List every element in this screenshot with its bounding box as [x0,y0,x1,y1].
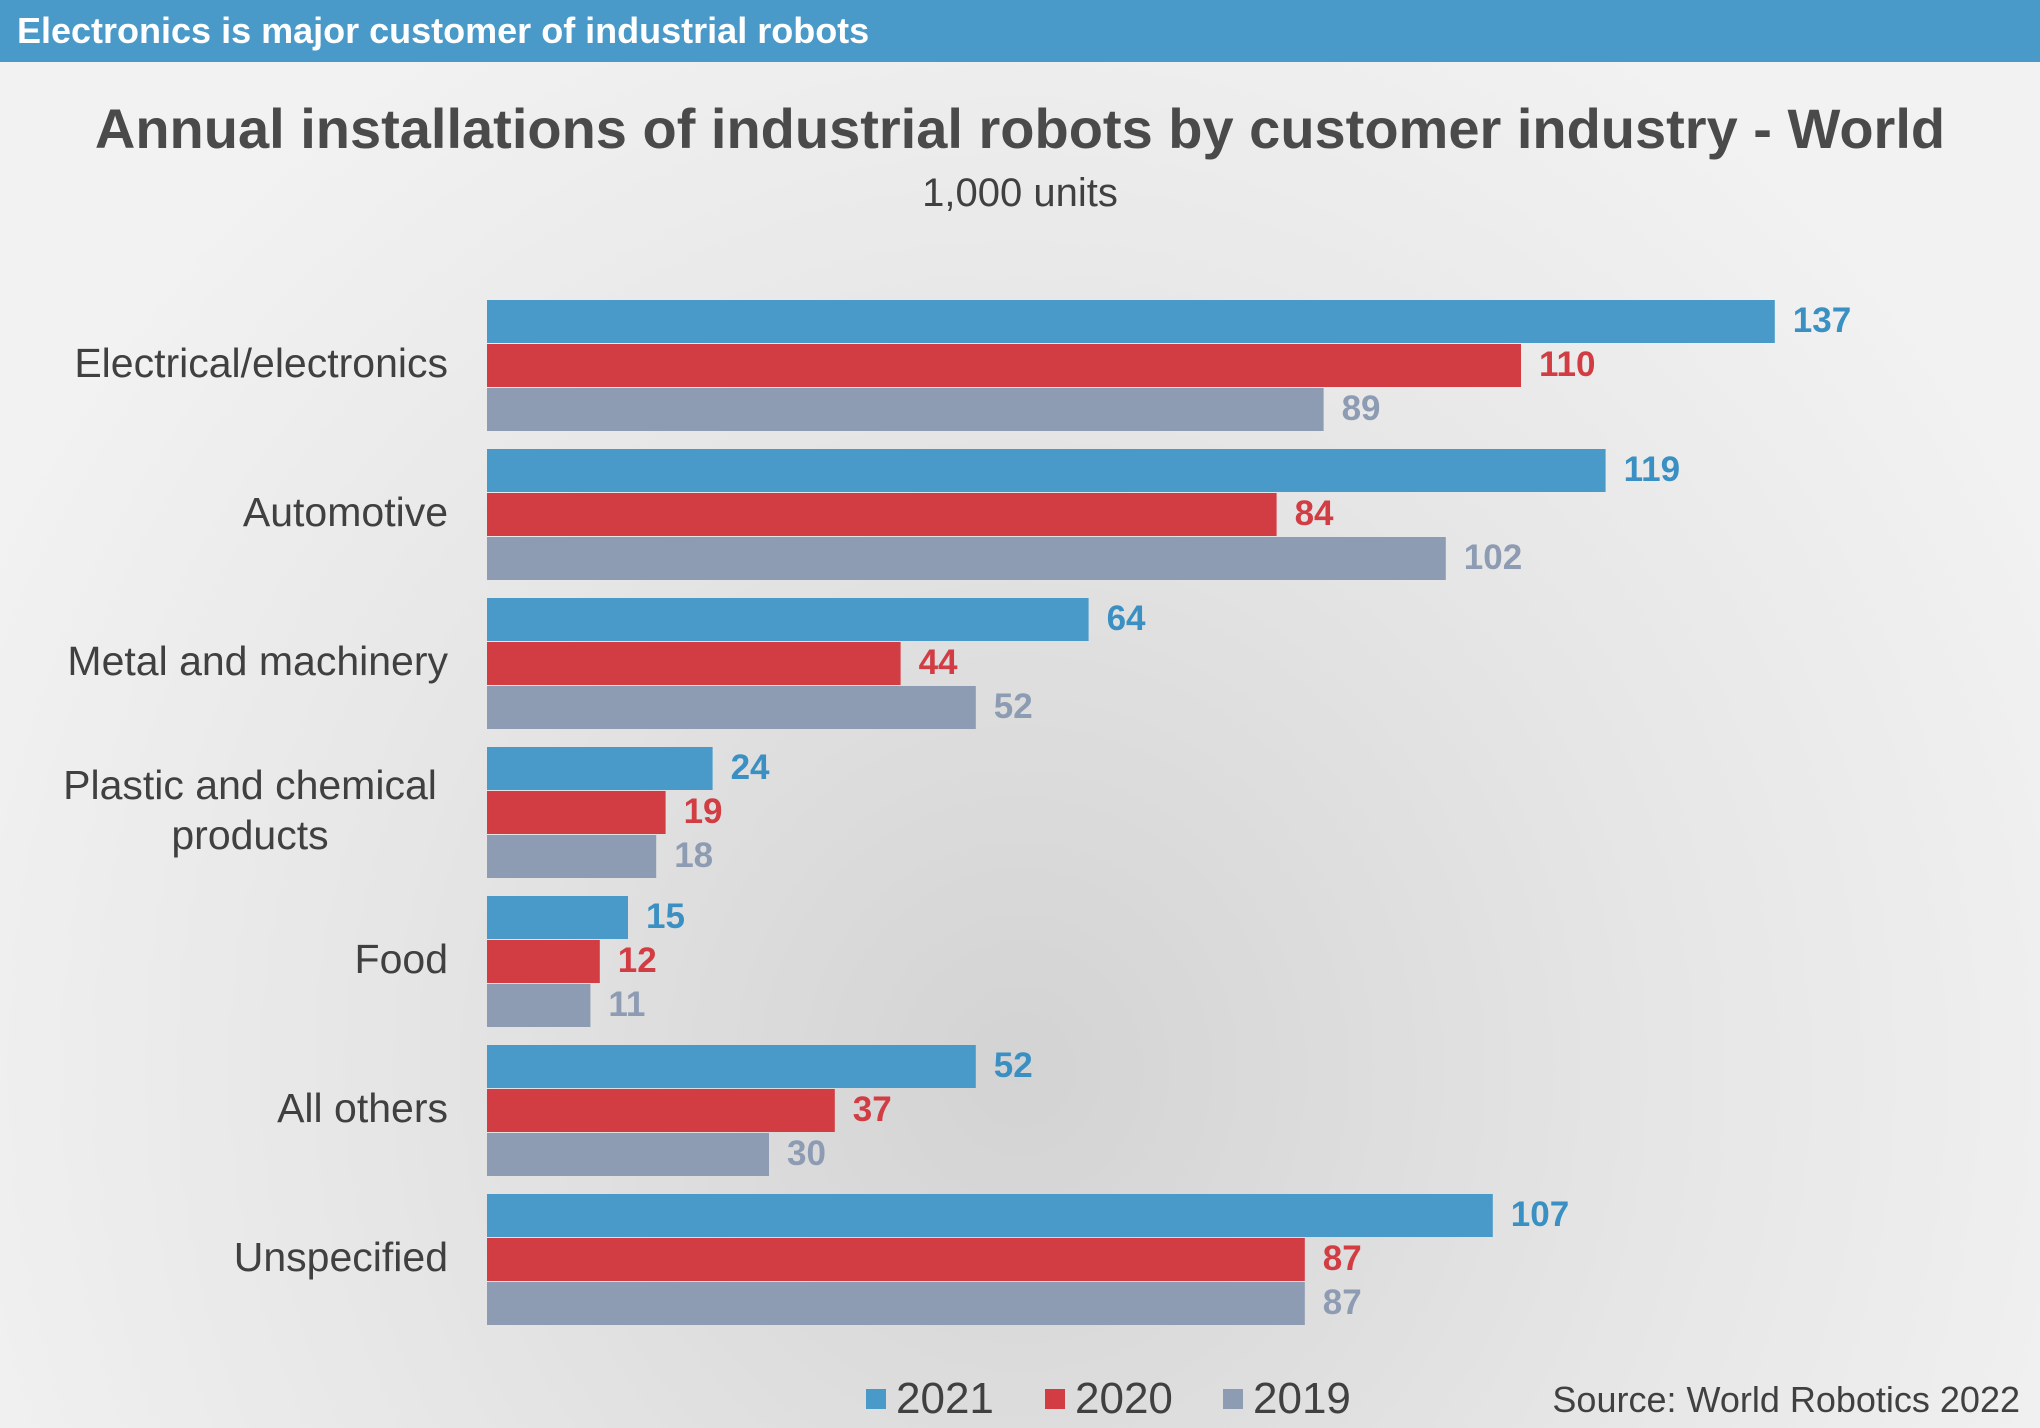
bar-unspecified-2019 [487,1282,1305,1325]
data-label-all-others-2019: 30 [787,1134,826,1173]
bar-food-2019 [487,984,591,1027]
data-label-metal-and-machinery-2019: 52 [994,687,1033,726]
category-label-plastic-and-chemical-products: Plastic and chemical products [63,762,437,858]
data-label-automotive-2019: 102 [1464,538,1522,577]
data-label-electrical-electronics-2021: 137 [1793,301,1851,340]
bar-food-2020 [487,940,600,983]
bar-automotive-2019 [487,537,1446,580]
bar-automotive-2021 [487,449,1606,492]
bar-automotive-2020 [487,493,1277,536]
legend-swatch-2020 [1045,1389,1065,1409]
data-label-electrical-electronics-2019: 89 [1342,389,1381,428]
legend-item-2020: 2020 [1045,1374,1173,1423]
data-label-food-2019: 11 [608,985,645,1024]
category-label-all-others: All others [277,1085,448,1131]
data-label-metal-and-machinery-2021: 64 [1107,599,1146,638]
bar-food-2021 [487,896,628,939]
bar-unspecified-2020 [487,1238,1305,1281]
data-label-plastic-and-chemical-products-2019: 18 [674,836,713,875]
data-label-automotive-2021: 119 [1624,450,1680,489]
data-label-unspecified-2020: 87 [1323,1239,1362,1278]
legend-swatch-2021 [866,1389,886,1409]
bar-marks [487,300,1775,1325]
bar-electrical-electronics-2021 [487,300,1775,343]
bar-plastic-and-chemical-products-2019 [487,835,657,878]
bar-metal-and-machinery-2021 [487,598,1089,641]
legend-swatch-2019 [1223,1389,1243,1409]
data-label-metal-and-machinery-2020: 44 [919,643,958,682]
bar-chart: Electrical/electronics Automotive Metal an… [63,300,1851,1325]
bar-all-others-2021 [487,1045,976,1088]
legend-label-2021: 2021 [896,1374,994,1423]
data-label-all-others-2020: 37 [853,1090,892,1129]
category-label-food: Food [355,936,448,982]
bar-all-others-2019 [487,1133,769,1176]
category-label-metal-and-machinery: Metal and machinery [67,638,448,684]
data-label-unspecified-2021: 107 [1511,1195,1569,1234]
chart-title: Annual installations of industrial robot… [94,97,1946,160]
legend-item-2019: 2019 [1223,1374,1351,1423]
chart-subtitle: 1,000 units [922,171,1118,215]
data-label-plastic-and-chemical-products-2020: 19 [684,792,723,831]
source-note: Source: World Robotics 2022 [1552,1379,2020,1420]
data-label-food-2021: 15 [646,897,685,936]
header-banner: Electronics is major customer of industr… [0,0,2040,62]
legend-item-2021: 2021 [866,1374,994,1423]
bar-plastic-and-chemical-products-2021 [487,747,713,790]
data-label-plastic-and-chemical-products-2021: 24 [731,748,770,787]
bar-metal-and-machinery-2020 [487,642,901,685]
legend-label-2019: 2019 [1253,1374,1351,1423]
data-label-unspecified-2019: 87 [1323,1283,1362,1322]
data-label-electrical-electronics-2020: 110 [1539,345,1595,384]
banner-title: Electronics is major customer of industr… [17,10,870,51]
data-label-food-2020: 12 [618,941,657,980]
bar-metal-and-machinery-2019 [487,686,976,729]
data-label-all-others-2021: 52 [994,1046,1033,1085]
category-label-automotive: Automotive [243,489,448,535]
category-label-unspecified: Unspecified [234,1234,448,1280]
category-label-electrical-electronics: Electrical/electronics [74,340,448,386]
data-label-automotive-2020: 84 [1295,494,1334,533]
bar-plastic-and-chemical-products-2020 [487,791,666,834]
legend-label-2020: 2020 [1075,1374,1173,1423]
bar-all-others-2020 [487,1089,835,1132]
category-labels: Electrical/electronics Automotive Metal an… [63,340,448,1280]
bar-electrical-electronics-2020 [487,344,1521,387]
bar-unspecified-2021 [487,1194,1493,1237]
bar-electrical-electronics-2019 [487,388,1324,431]
